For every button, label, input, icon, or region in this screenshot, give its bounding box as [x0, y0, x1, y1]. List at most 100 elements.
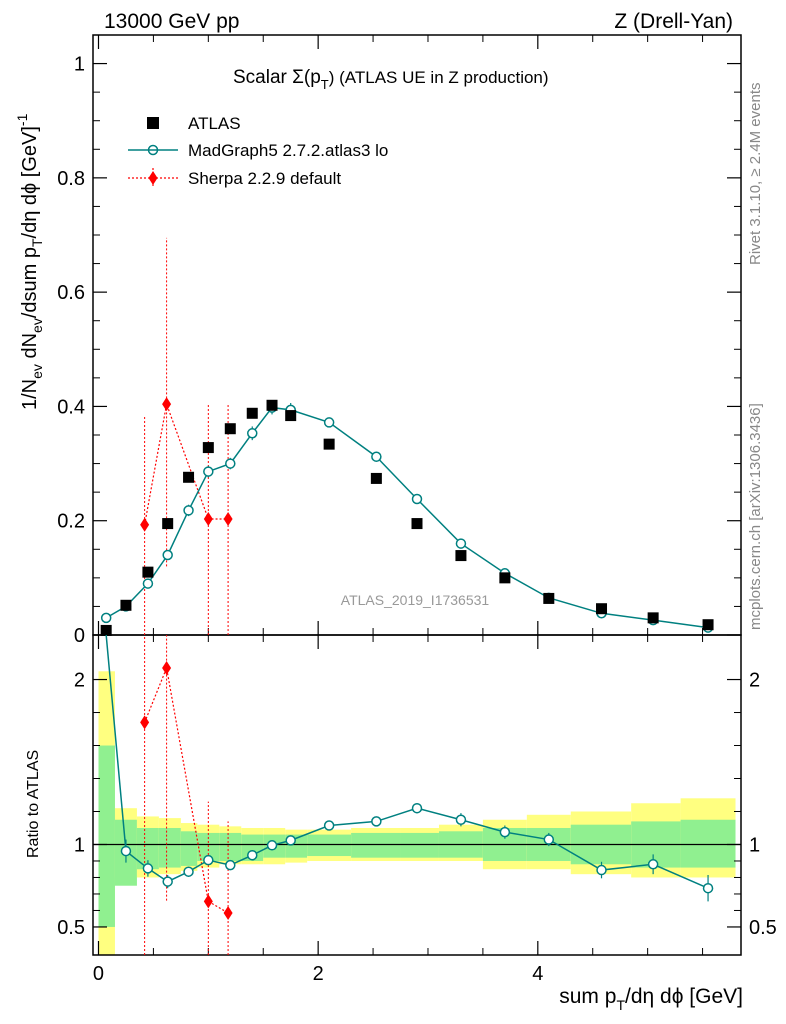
rivet-note: Rivet 3.1.10, ≥ 2.4M events [747, 83, 764, 266]
y-label-f: T [29, 238, 45, 247]
ratio-y-axis-label: Ratio to ATLAS [25, 750, 42, 858]
ratio-band-inner [136, 827, 159, 870]
madgraph-point [162, 549, 173, 561]
madgraph-point [142, 578, 154, 589]
atlas-point [183, 471, 195, 483]
madgraph-ratio-point [285, 835, 296, 846]
ratio-band-inner [180, 831, 198, 866]
sherpa-point [203, 512, 213, 526]
madgraph-ratio-point [455, 814, 467, 825]
madgraph-ratio-point [203, 854, 214, 866]
ratio-tick-label: 2 [74, 670, 85, 692]
ratio-band-inner [400, 832, 439, 858]
ratio-tick-label-right: 1 [749, 834, 760, 856]
y-tick-label: 0.8 [57, 168, 85, 190]
madgraph-point [411, 493, 423, 505]
y-label-a: 1/N [19, 379, 41, 410]
atlas-point [702, 619, 714, 631]
y-tick-label: 0 [74, 625, 85, 647]
x-label-tail: /dη dϕ [GeV] [625, 985, 743, 1008]
madgraph-ratio-point [266, 840, 278, 851]
madgraph-ratio-point [371, 816, 382, 827]
y-label-b: ev [29, 364, 45, 379]
sherpa-ratio-line [144, 665, 229, 914]
madgraph-ratio-point [543, 834, 555, 845]
y-tick-label: 0.6 [57, 282, 85, 304]
atlas-point [499, 572, 511, 584]
plot-title-sub: T [321, 77, 329, 92]
madgraph-point [371, 451, 382, 462]
y-tick-label: 1 [74, 54, 85, 76]
madgraph-ratio-point [120, 845, 132, 857]
sherpa-ratio-point [203, 894, 213, 909]
madgraph-ratio-point [225, 859, 236, 871]
atlas-point [323, 438, 335, 450]
mcplots-note: mcplots.cern.ch [arXiv:1306.3436] [747, 403, 764, 630]
plot-title-tail: ) (ATLAS UE in Z production) [329, 68, 549, 87]
atlas-point [100, 624, 112, 636]
x-tick-label: 0 [93, 963, 104, 985]
madgraph-point [225, 458, 236, 469]
atlas-point [246, 407, 258, 419]
atlas-point [647, 612, 659, 624]
legend-madgraph-marker [147, 144, 159, 156]
ratio-band-inner [219, 832, 242, 861]
sherpa-ratio-point [223, 905, 233, 920]
legend-sherpa-label: Sherpa 2.2.9 default [188, 169, 341, 188]
atlas-point [142, 566, 154, 578]
y-tick-label: 0.2 [57, 511, 85, 533]
atlas-point [202, 442, 214, 454]
ratio-tick-label: 1 [74, 834, 85, 856]
plot-title-main: Scalar Σ(p [233, 67, 321, 88]
madgraph-ratio-point [647, 859, 659, 870]
atlas-point [543, 592, 555, 604]
legend-sherpa-marker [148, 171, 158, 185]
legend-madgraph-label: MadGraph5 2.7.2.atlas3 lo [188, 141, 388, 160]
madgraph-ratio-point [162, 876, 173, 887]
madgraph-point [203, 466, 214, 477]
x-tick-label: 4 [532, 963, 543, 985]
x-axis-label: sum pT/dη dϕ [GeV] [559, 985, 743, 1013]
y-label-g: /dη dϕ [GeV] [19, 126, 41, 238]
madgraph-ratio-point [411, 802, 423, 814]
header-right: Z (Drell-Yan) [614, 10, 733, 33]
header-left: 13000 GeV pp [104, 10, 239, 33]
ratio-band-inner [307, 834, 352, 857]
sherpa-ratio-point [162, 660, 172, 675]
y-axis-label: 1/Nev dNev/dsum pT/dη dϕ [GeV]-1 [14, 113, 45, 410]
atlas-point [455, 550, 467, 562]
sherpa-line [144, 401, 229, 525]
madgraph-ratio-point [323, 820, 335, 831]
madgraph-point [183, 505, 194, 516]
plot-title: Scalar Σ(pT) (ATLAS UE in Z production) [233, 67, 549, 92]
y-label-d: ev [29, 318, 45, 333]
ratio-band-inner [680, 819, 736, 868]
sherpa-point [223, 512, 233, 526]
atlas-point [596, 603, 608, 615]
ratio-plot-frame [92, 634, 742, 956]
ratio-band-inner [241, 834, 264, 861]
madgraph-ratio-point [596, 864, 607, 876]
ratio-band-inner [158, 827, 181, 868]
atlas-point [370, 472, 382, 484]
y-label-h: -1 [14, 113, 30, 126]
legend: ATLAS MadGraph5 2.7.2.atlas3 lo Sherpa 2… [128, 114, 388, 188]
madgraph-ratio-point [183, 866, 194, 877]
atlas-point [162, 518, 174, 530]
atlas-point [224, 423, 236, 435]
madgraph-point [323, 417, 335, 428]
atlas-point [411, 518, 423, 530]
sherpa-ratio-point [140, 715, 150, 730]
y-label-e: /dsum p [19, 247, 41, 318]
atlas-point [120, 599, 132, 611]
madgraph-point [247, 428, 258, 439]
analysis-watermark: ATLAS_2019_I1736531 [341, 592, 490, 608]
madgraph-point [100, 612, 112, 624]
sherpa-point [140, 517, 150, 532]
madgraph-ratio-point [142, 863, 154, 874]
legend-atlas-marker [147, 117, 159, 129]
ratio-band-inner [98, 745, 115, 927]
x-label-sub: T [616, 997, 625, 1013]
madgraph-ratio-point [499, 826, 511, 838]
y-tick-label: 0.4 [57, 396, 85, 418]
